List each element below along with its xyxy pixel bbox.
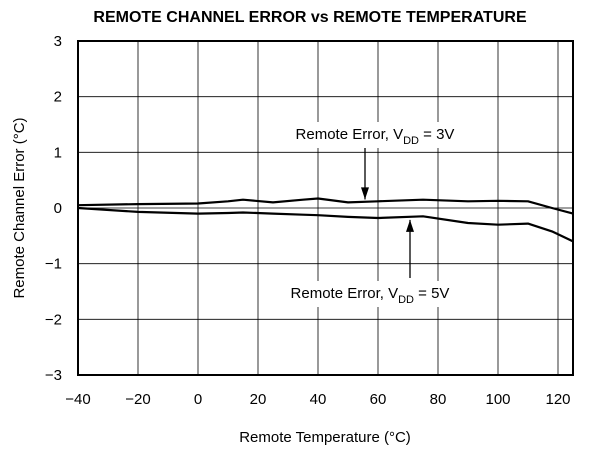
- y-tick-label: 1: [54, 144, 62, 161]
- x-tick-label: 60: [370, 391, 387, 408]
- y-axis-label: Remote Channel Error (°C): [11, 117, 28, 298]
- y-tick-label: −3: [45, 367, 62, 384]
- x-axis-label: Remote Temperature (°C): [239, 429, 411, 446]
- y-tick-label: −2: [45, 311, 62, 328]
- annotation: Remote Error, VDD = 5V: [291, 285, 450, 306]
- y-tick-label: 3: [54, 33, 62, 50]
- x-tick-label: 20: [250, 391, 267, 408]
- y-tick-label: 0: [54, 200, 62, 217]
- x-tick-label: −20: [125, 391, 150, 408]
- annotation: Remote Error, VDD = 3V: [296, 126, 455, 147]
- y-tick-label: 2: [54, 89, 62, 106]
- annotation-text: Remote Error, V: [291, 285, 399, 302]
- x-tick-label: 40: [310, 391, 327, 408]
- annotation-tail: = 5V: [414, 285, 449, 302]
- annotation-sub: DD: [398, 294, 414, 306]
- annotation-text: Remote Error, V: [296, 126, 404, 143]
- annotation-arrowhead: [361, 187, 369, 200]
- annotation-bg: [271, 122, 479, 148]
- chart-title: REMOTE CHANNEL ERROR vs REMOTE TEMPERATU…: [93, 9, 527, 26]
- series-line: [77, 206, 574, 243]
- x-tick-label: 0: [194, 391, 202, 408]
- y-tick-label: −1: [45, 256, 62, 273]
- x-tick-label: 120: [545, 391, 570, 408]
- x-tick-label: 80: [430, 391, 447, 408]
- x-tick-label: −40: [65, 391, 90, 408]
- x-tick-label: 100: [485, 391, 510, 408]
- annotation-sub: DD: [403, 135, 419, 147]
- annotation-tail: = 3V: [419, 126, 454, 143]
- series-line: [77, 197, 574, 215]
- annotation-arrowhead: [406, 219, 414, 232]
- annotation-bg: [266, 281, 474, 307]
